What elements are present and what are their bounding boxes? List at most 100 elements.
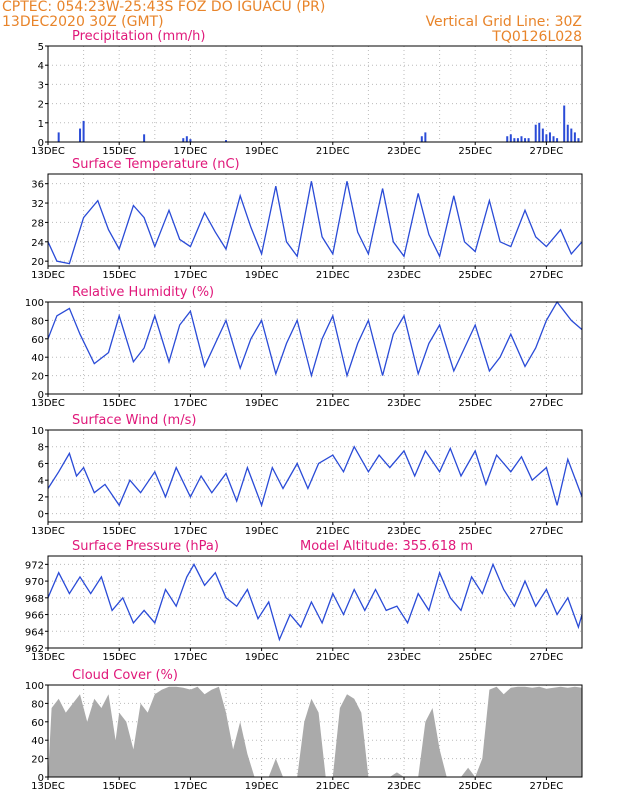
panel-frame (47, 45, 583, 143)
x-tick-label: 21DEC (316, 526, 350, 537)
panel-1: 0 1 2 3 4 5 13DEC 15DEC 17DEC 19DEC 21DEC 23DEC 25DE… (31, 29, 583, 157)
x-tick-label: 17DEC (174, 652, 208, 663)
panel-frame (47, 555, 583, 649)
y-tick-label: 964 (25, 627, 44, 638)
x-tick-label: 15DEC (102, 146, 136, 157)
precip-bar (225, 140, 227, 142)
x-tick-label: 13DEC (31, 146, 65, 157)
run-date: 13DEC2020 30Z (GMT) (2, 14, 164, 30)
x-tick-label: 13DEC (31, 526, 65, 537)
x-tick-label: 13DEC (31, 270, 65, 281)
panel-frame (47, 173, 583, 267)
x-tick-label: 19DEC (245, 398, 279, 409)
x-tick-label: 17DEC (174, 526, 208, 537)
x-tick-label: 25DEC (458, 270, 492, 281)
x-tick-label: 19DEC (245, 526, 279, 537)
x-tick-label: 25DEC (458, 398, 492, 409)
x-tick-label: 17DEC (174, 398, 208, 409)
y-tick-label: 5 (38, 42, 44, 53)
series-line (47, 300, 583, 379)
panel-title: Precipitation (mm/h) (72, 29, 205, 44)
y-tick-label: 8 (38, 443, 44, 454)
x-tick-label: 21DEC (316, 652, 350, 663)
precip-bar (552, 136, 555, 142)
x-tick-label: 17DEC (174, 270, 208, 281)
x-tick-label: 27DEC (530, 146, 564, 157)
y-tick-label: 60 (31, 335, 44, 346)
x-tick-label: 23DEC (387, 270, 421, 281)
x-tick-label: 23DEC (387, 146, 421, 157)
y-tick-label: 0 (38, 773, 44, 784)
precip-bar (524, 138, 527, 142)
precip-bar (545, 134, 548, 142)
precip-bar (506, 136, 509, 142)
x-tick-label: 13DEC (31, 652, 65, 663)
x-tick-label: 19DEC (245, 781, 279, 792)
y-tick-label: 20 (31, 257, 44, 268)
y-tick-label: 20 (31, 372, 44, 383)
y-tick-label: 36 (31, 180, 44, 191)
precip-bar (82, 120, 85, 142)
x-tick-label: 23DEC (387, 652, 421, 663)
x-tick-label: 15DEC (102, 398, 136, 409)
x-tick-label: 15DEC (102, 526, 136, 537)
y-tick-label: 6 (38, 459, 44, 470)
precip-bar (182, 138, 185, 142)
y-tick-label: 1 (38, 119, 44, 130)
panel-5: 962 964 966 968 970 972 13DEC 15DEC 17DEC 19DEC 21… (25, 539, 583, 663)
y-tick-label: 40 (31, 736, 44, 747)
precip-bar (185, 136, 188, 142)
precip-bar (538, 122, 541, 142)
series-line (47, 562, 583, 642)
y-tick-label: 0 (38, 510, 44, 521)
x-tick-label: 27DEC (530, 398, 564, 409)
panel-frame (47, 301, 583, 395)
precip-bar (189, 139, 192, 142)
series-line (47, 445, 583, 508)
x-tick-label: 15DEC (102, 781, 136, 792)
y-tick-label: 4 (38, 61, 44, 72)
x-tick-label: 25DEC (458, 781, 492, 792)
x-tick-label: 23DEC (387, 398, 421, 409)
y-tick-label: 24 (31, 238, 44, 249)
cloud-area (48, 686, 582, 777)
x-tick-label: 21DEC (316, 270, 350, 281)
panel-title: Surface Wind (m/s) (72, 413, 196, 428)
precip-bar (566, 124, 569, 142)
x-tick-label: 27DEC (530, 781, 564, 792)
panel-4: 0 2 4 6 8 10 13DEC 15DEC 17DEC 19DEC 21DEC 23DEC 25D… (31, 413, 583, 537)
precip-bar (57, 132, 60, 142)
x-tick-label: 15DEC (102, 270, 136, 281)
series-line (47, 181, 583, 265)
precip-bar (513, 138, 516, 142)
x-tick-label: 21DEC (316, 781, 350, 792)
y-tick-label: 0 (38, 138, 44, 149)
y-tick-label: 966 (25, 611, 44, 622)
y-tick-label: 3 (38, 80, 44, 91)
precip-bar (79, 128, 82, 142)
precip-bar (509, 134, 512, 142)
y-tick-label: 970 (25, 577, 44, 588)
panel-title: Surface Temperature (nC) (72, 157, 240, 172)
x-tick-label: 27DEC (530, 652, 564, 663)
panel-2: 20 24 28 32 36 13DEC 15DEC 17DEC 19DEC 21DEC 23DEC… (31, 157, 583, 281)
precip-bar (573, 132, 576, 142)
y-tick-label: 972 (25, 560, 44, 571)
y-tick-label: 32 (31, 199, 44, 210)
panel-title: Surface Pressure (hPa) (72, 539, 219, 554)
x-tick-label: 23DEC (387, 526, 421, 537)
y-tick-label: 10 (31, 426, 44, 437)
y-tick-label: 968 (25, 594, 44, 605)
y-tick-label: 28 (31, 218, 44, 229)
model-id: TQ0126L028 (492, 29, 582, 45)
x-tick-label: 15DEC (102, 652, 136, 663)
x-tick-label: 19DEC (245, 146, 279, 157)
y-tick-label: 80 (31, 316, 44, 327)
precip-bar (534, 124, 537, 142)
x-tick-label: 27DEC (530, 270, 564, 281)
y-tick-label: 60 (31, 718, 44, 729)
precip-bar (520, 136, 523, 142)
x-tick-label: 25DEC (458, 526, 492, 537)
panel-6: 0 20 40 60 80 100 13DEC 15DEC 17DEC 19DEC 21DEC 23D… (25, 668, 583, 792)
